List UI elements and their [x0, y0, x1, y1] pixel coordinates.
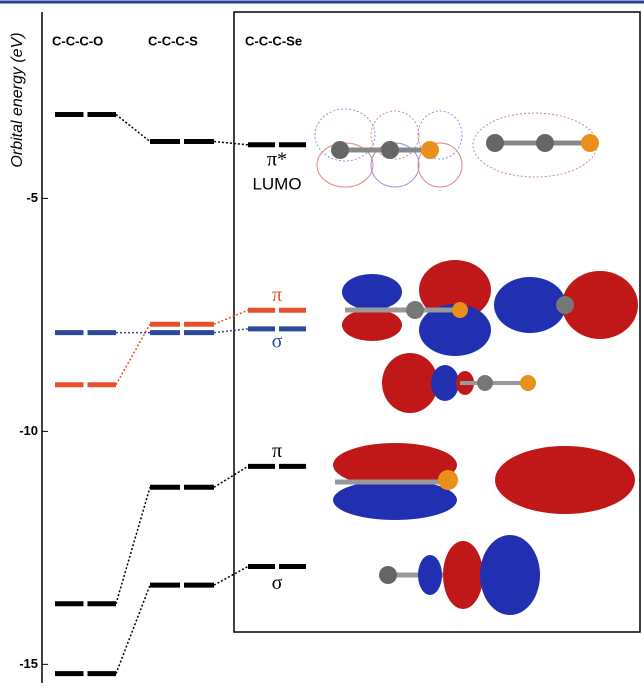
connector	[214, 466, 248, 487]
connector	[214, 310, 248, 324]
connector	[214, 142, 248, 145]
y-axis-label: Orbital energy (eV)	[9, 32, 26, 167]
category-label: C-C-C-Se	[245, 33, 302, 48]
category-label: C-C-C-S	[148, 33, 198, 48]
connector	[116, 115, 150, 142]
level-label: π	[272, 284, 282, 306]
orbital-illustrations	[315, 109, 638, 615]
connector	[116, 487, 150, 603]
level-label: π	[272, 440, 282, 462]
category-label: C-C-C-O	[52, 33, 103, 48]
level-sublabel: LUMO	[252, 174, 301, 193]
y-tick-label: -5	[26, 190, 38, 205]
connector	[116, 585, 150, 674]
level-label: σ	[272, 572, 283, 594]
chart: Orbital energy (eV) -5 -10 -15 C-C-C-O C-C-C…	[0, 0, 644, 683]
level-label: σ	[272, 330, 283, 352]
connector	[214, 329, 248, 333]
level-label: π*	[267, 148, 287, 170]
connector	[214, 567, 248, 586]
y-tick-label: -15	[19, 656, 38, 671]
y-tick-label: -10	[19, 423, 38, 438]
